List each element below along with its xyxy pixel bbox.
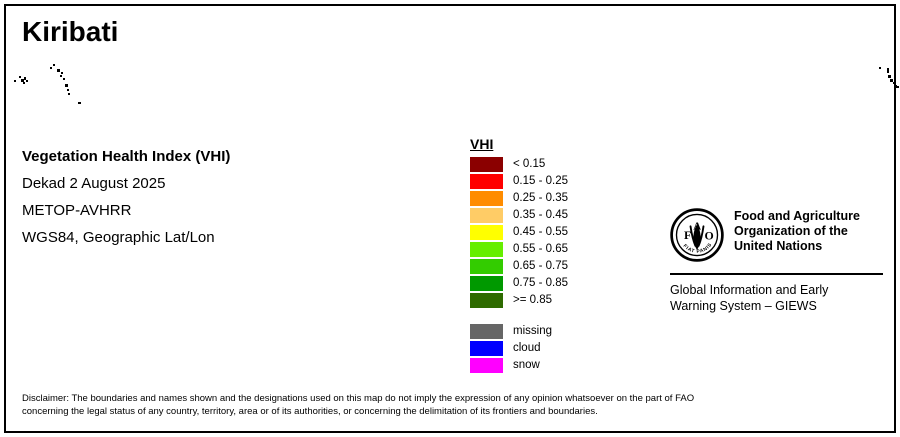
legend-status-row: missing xyxy=(470,323,630,340)
legend-color-swatch xyxy=(470,324,503,339)
map-info-line: METOP-AVHRR xyxy=(22,202,132,219)
legend-color-swatch xyxy=(470,208,503,223)
island-marker xyxy=(21,79,24,82)
fao-header: F A O FIAT PANIS Food and Agriculture Org… xyxy=(670,208,885,262)
legend-color-swatch xyxy=(470,225,503,240)
fao-org-line: Organization of the xyxy=(734,224,848,238)
legend-color-swatch xyxy=(470,341,503,356)
vhi-legend: VHI < 0.15 0.15 - 0.25 0.25 - 0.35 0.35 - 0… xyxy=(470,136,630,374)
fao-org-line: Food and Agriculture xyxy=(734,209,860,223)
map-info-block: Vegetation Health Index (VHI) Dekad 2 Aug… xyxy=(22,143,442,251)
map-canvas xyxy=(6,6,899,431)
page-title: Kiribati xyxy=(22,16,119,47)
legend-label: missing xyxy=(513,325,552,337)
island-marker xyxy=(63,78,65,80)
fao-divider xyxy=(670,273,883,275)
giews-line: Global Information and Early xyxy=(670,283,829,297)
island-marker xyxy=(14,80,16,82)
island-marker xyxy=(53,64,55,66)
island-marker xyxy=(23,82,25,84)
legend-class-row: 0.35 - 0.45 xyxy=(470,207,630,224)
fao-organization-name: Food and Agriculture Organization of the U… xyxy=(734,209,860,254)
island-marker xyxy=(893,82,895,84)
legend-status-list: missing cloud snow xyxy=(470,323,630,374)
island-marker xyxy=(65,84,68,87)
island-marker xyxy=(67,89,69,91)
legend-class-row: 0.15 - 0.25 xyxy=(470,173,630,190)
island-marker xyxy=(78,102,81,104)
legend-label: < 0.15 xyxy=(513,158,546,170)
island-marker xyxy=(879,67,881,69)
legend-class-row: 0.75 - 0.85 xyxy=(470,275,630,292)
fao-org-line: United Nations xyxy=(734,239,823,253)
island-marker xyxy=(61,72,63,74)
island-marker xyxy=(894,85,897,88)
legend-color-swatch xyxy=(470,174,503,189)
island-marker xyxy=(24,77,26,80)
svg-text:O: O xyxy=(705,228,714,242)
legend-color-swatch xyxy=(470,358,503,373)
island-marker xyxy=(57,69,60,72)
legend-color-swatch xyxy=(470,157,503,172)
legend-class-list: < 0.15 0.15 - 0.25 0.25 - 0.35 0.35 - 0.45 0… xyxy=(470,156,630,309)
island-marker xyxy=(50,67,52,69)
legend-label: 0.75 - 0.85 xyxy=(513,277,568,289)
island-marker xyxy=(19,76,21,78)
legend-title: VHI xyxy=(470,136,494,152)
legend-class-row: 0.25 - 0.35 xyxy=(470,190,630,207)
disclaimer-line: concerning the legal status of any count… xyxy=(22,406,598,417)
legend-class-row: >= 0.85 xyxy=(470,292,630,309)
island-marker xyxy=(887,68,889,73)
legend-label: 0.25 - 0.35 xyxy=(513,192,568,204)
legend-class-row: 0.65 - 0.75 xyxy=(470,258,630,275)
legend-color-swatch xyxy=(470,191,503,206)
island-marker xyxy=(26,80,28,82)
legend-status-row: snow xyxy=(470,357,630,374)
legend-spacer xyxy=(470,309,630,323)
island-marker xyxy=(897,86,899,88)
legend-class-row: < 0.15 xyxy=(470,156,630,173)
legend-label: >= 0.85 xyxy=(513,294,553,306)
fao-emblem-icon: F A O FIAT PANIS xyxy=(670,208,724,262)
legend-status-row: cloud xyxy=(470,340,630,357)
legend-color-swatch xyxy=(470,293,503,308)
legend-label: snow xyxy=(513,359,540,371)
legend-color-swatch xyxy=(470,259,503,274)
disclaimer-line: Disclaimer: The boundaries and names sho… xyxy=(22,393,695,404)
legend-label: 0.65 - 0.75 xyxy=(513,260,568,272)
island-marker xyxy=(68,93,70,95)
legend-color-swatch xyxy=(470,242,503,257)
legend-label: 0.45 - 0.55 xyxy=(513,226,568,238)
legend-label: 0.15 - 0.25 xyxy=(513,175,568,187)
disclaimer-text: Disclaimer: The boundaries and names sho… xyxy=(22,392,878,418)
fao-logo-block: F A O FIAT PANIS Food and Agriculture Org… xyxy=(670,208,885,314)
legend-label: 0.55 - 0.65 xyxy=(513,243,568,255)
map-info-line: Vegetation Health Index (VHI) xyxy=(22,148,231,165)
island-marker xyxy=(888,75,891,78)
legend-label: cloud xyxy=(513,342,541,354)
giews-line: Warning System – GIEWS xyxy=(670,299,817,313)
giews-name: Global Information and Early Warning Syst… xyxy=(670,282,885,314)
legend-color-swatch xyxy=(470,276,503,291)
map-info-line: Dekad 2 August 2025 xyxy=(22,175,166,192)
svg-text:A: A xyxy=(693,221,701,233)
legend-class-row: 0.55 - 0.65 xyxy=(470,241,630,258)
island-marker xyxy=(60,75,62,77)
svg-text:F: F xyxy=(684,228,691,242)
legend-label: 0.35 - 0.45 xyxy=(513,209,568,221)
legend-class-row: 0.45 - 0.55 xyxy=(470,224,630,241)
map-info-line: WGS84, Geographic Lat/Lon xyxy=(22,229,215,246)
island-marker xyxy=(890,79,893,82)
